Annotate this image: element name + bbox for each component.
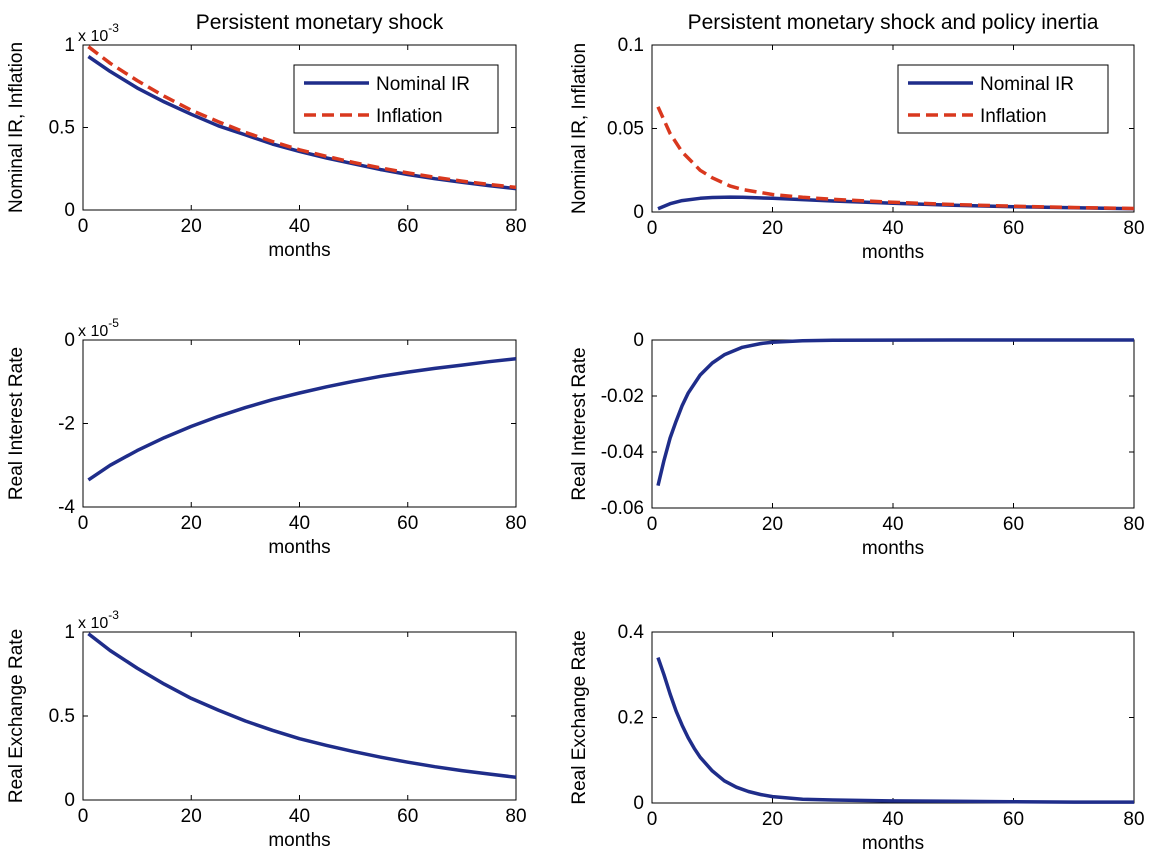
axes-box — [651, 631, 1135, 804]
axis-exponent-power: -5 — [108, 316, 119, 330]
x-tick-label: 20 — [762, 809, 783, 830]
legend: Nominal IR Inflation — [897, 64, 1109, 134]
y-tick-label: -2 — [58, 414, 75, 435]
y-axis-label: Real Interest Rate — [6, 347, 27, 500]
x-axis-label: months — [862, 242, 924, 263]
axis-exponent: x 10-3 — [78, 21, 119, 45]
axes-box — [651, 339, 1135, 509]
y-tick-label: 0 — [64, 790, 75, 811]
x-tick-label: 80 — [505, 513, 526, 534]
y-tick-label: 0 — [633, 793, 644, 814]
y-tick-label: 1 — [64, 622, 75, 643]
legend-label: Nominal IR — [980, 74, 1074, 95]
x-axis-label: months — [268, 240, 330, 261]
series-line-nominal-ir — [657, 195, 1134, 211]
legend-label: Inflation — [376, 106, 443, 127]
y-tick-label: -4 — [58, 497, 75, 518]
x-tick-label: 20 — [762, 218, 783, 239]
y-tick-label: 0.05 — [607, 119, 644, 140]
x-tick-label: 20 — [762, 514, 783, 535]
y-tick-label: 0.5 — [49, 706, 75, 727]
y-tick-label: 0 — [633, 330, 644, 351]
x-tick-label: 80 — [1123, 218, 1144, 239]
series-line-0 — [656, 338, 1134, 487]
panel-p6: 0 20 40 60 80 0 0.2 0.4 months Real Exchange Rate — [569, 622, 1145, 854]
legend: Nominal IR Inflation — [293, 64, 499, 134]
x-tick-label: 0 — [78, 513, 89, 534]
x-axis-label: months — [862, 538, 924, 559]
axis-exponent-base: x 10 — [78, 323, 108, 340]
x-tick-label: 60 — [1003, 809, 1024, 830]
x-tick-label: 60 — [397, 513, 418, 534]
x-tick-label: 60 — [397, 216, 418, 237]
x-tick-label: 20 — [181, 513, 202, 534]
x-tick-label: 40 — [289, 513, 310, 534]
series-line-0 — [656, 657, 1134, 804]
x-tick-label: 80 — [505, 216, 526, 237]
legend-box — [897, 64, 1109, 134]
y-axis-label: Nominal IR, Inflation — [569, 43, 590, 214]
y-axis-label: Real Interest Rate — [569, 347, 590, 500]
panel-p4: 0 20 40 60 80 -0.06 -0.04 -0.02 0 months Real Inte… — [569, 330, 1145, 559]
axis-exponent: x 10-3 — [78, 608, 119, 632]
x-tick-label: 60 — [1003, 514, 1024, 535]
axis-exponent-base: x 10 — [78, 28, 108, 45]
x-tick-label: 40 — [289, 806, 310, 827]
axes-box — [82, 631, 517, 801]
y-tick-label: -0.04 — [601, 442, 645, 463]
y-tick-label: -0.02 — [601, 386, 644, 407]
panel-p2: 0 20 40 60 80 0 0.05 0.1 Persistent monetary sho… — [569, 11, 1145, 263]
x-tick-label: 0 — [78, 806, 89, 827]
x-tick-label: 60 — [1003, 218, 1024, 239]
y-tick-label: 0 — [633, 202, 644, 223]
y-tick-label: 0.5 — [49, 118, 75, 139]
axis-exponent-base: x 10 — [78, 615, 108, 632]
y-tick-label: 0 — [64, 330, 75, 351]
panel-p1: 0 20 40 60 80 0 0.5 1 x 10-3 Persistent monetary … — [6, 11, 527, 261]
legend-label: Inflation — [980, 106, 1047, 127]
x-tick-label: 0 — [647, 218, 658, 239]
y-tick-label: 0.1 — [618, 35, 644, 56]
x-tick-label: 20 — [181, 216, 202, 237]
y-tick-label: 0.4 — [618, 622, 645, 643]
x-tick-label: 40 — [882, 218, 903, 239]
x-tick-label: 40 — [882, 514, 903, 535]
x-axis-label: months — [862, 833, 924, 854]
x-tick-label: 0 — [647, 809, 658, 830]
series-line-inflation — [656, 106, 1134, 211]
chart-title: Persistent monetary shock and policy ine… — [688, 11, 1099, 34]
y-tick-label: 0 — [64, 200, 75, 221]
x-tick-label: 0 — [78, 216, 89, 237]
y-tick-label: -0.06 — [601, 498, 644, 519]
y-tick-label: 1 — [64, 35, 75, 56]
y-tick-label: 0.2 — [618, 708, 644, 729]
x-tick-label: 80 — [505, 806, 526, 827]
y-axis-label: Nominal IR, Inflation — [6, 42, 27, 213]
x-axis-label: months — [268, 537, 330, 558]
axis-exponent-power: -3 — [108, 21, 119, 35]
series-line-0 — [87, 357, 516, 482]
y-axis-label: Real Exchange Rate — [569, 630, 590, 804]
x-tick-label: 0 — [647, 514, 658, 535]
x-tick-label: 40 — [289, 216, 310, 237]
y-axis-label: Real Exchange Rate — [6, 629, 27, 803]
series-line-inflation — [87, 45, 516, 190]
axis-exponent-power: -3 — [108, 608, 119, 622]
x-tick-label: 20 — [181, 806, 202, 827]
x-tick-label: 80 — [1123, 514, 1144, 535]
legend-label: Nominal IR — [376, 74, 470, 95]
axis-exponent: x 10-5 — [78, 316, 119, 340]
x-tick-label: 60 — [397, 806, 418, 827]
panel-p5: 0 20 40 60 80 0 0.5 1 x 10-3 months Real Exchange … — [6, 608, 527, 851]
series-line-0 — [87, 632, 516, 780]
x-tick-label: 80 — [1123, 809, 1144, 830]
legend-box — [293, 64, 499, 134]
chart-title: Persistent monetary shock — [196, 11, 444, 34]
x-tick-label: 40 — [882, 809, 903, 830]
x-axis-label: months — [268, 830, 330, 851]
